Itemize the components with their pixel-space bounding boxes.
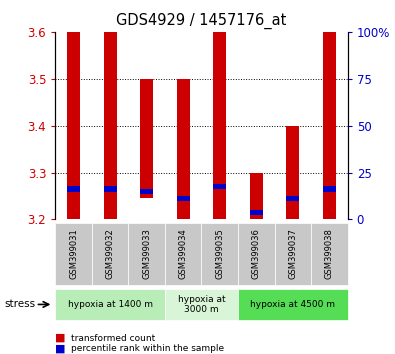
Text: transformed count: transformed count	[71, 333, 155, 343]
Text: GSM399035: GSM399035	[215, 229, 224, 279]
Bar	[140, 79, 153, 198]
Text: GSM399034: GSM399034	[179, 229, 188, 279]
Text: GSM399031: GSM399031	[69, 229, 78, 279]
Text: GSM399038: GSM399038	[325, 229, 334, 279]
Text: hypoxia at
3000 m: hypoxia at 3000 m	[178, 295, 225, 314]
Text: hypoxia at 4500 m: hypoxia at 4500 m	[250, 300, 335, 309]
Bar	[104, 32, 117, 219]
Bar	[67, 186, 80, 192]
Text: GSM399036: GSM399036	[252, 229, 261, 279]
Bar	[177, 195, 190, 201]
Bar	[213, 184, 226, 189]
Text: percentile rank within the sample: percentile rank within the sample	[71, 344, 224, 353]
Bar	[323, 32, 336, 219]
Text: stress: stress	[4, 299, 35, 309]
Text: GSM399037: GSM399037	[288, 229, 297, 279]
Text: GSM399033: GSM399033	[142, 229, 151, 279]
Bar	[177, 79, 190, 219]
Bar	[104, 186, 117, 192]
Bar	[250, 210, 263, 215]
Bar	[250, 173, 263, 219]
Bar	[213, 32, 226, 219]
Text: ■: ■	[55, 333, 66, 343]
Text: GSM399032: GSM399032	[105, 229, 115, 279]
Title: GDS4929 / 1457176_at: GDS4929 / 1457176_at	[116, 13, 287, 29]
Bar	[67, 32, 80, 219]
Bar	[140, 189, 153, 194]
Bar	[286, 195, 299, 201]
Bar	[286, 126, 299, 219]
Text: ■: ■	[55, 344, 66, 354]
Text: hypoxia at 1400 m: hypoxia at 1400 m	[68, 300, 152, 309]
Bar	[323, 186, 336, 192]
